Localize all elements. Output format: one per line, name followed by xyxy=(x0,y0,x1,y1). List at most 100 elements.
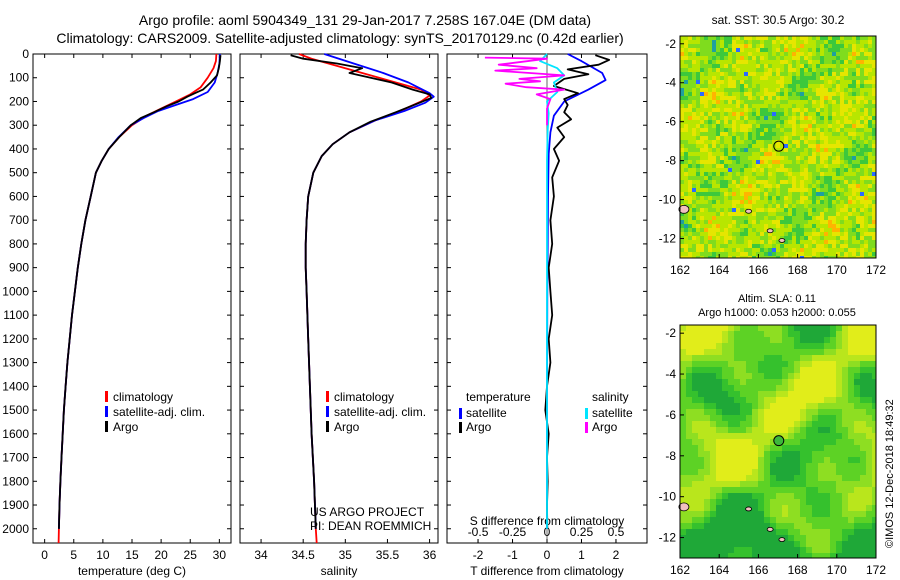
map-cell xyxy=(800,463,806,469)
map-cell xyxy=(752,433,758,439)
map-cell xyxy=(800,469,806,475)
map-cell xyxy=(816,76,820,80)
map-cell xyxy=(752,228,756,232)
map-cell xyxy=(772,160,776,164)
map-cell xyxy=(752,529,758,535)
map-cell xyxy=(796,104,800,108)
map-cell xyxy=(816,40,820,44)
map-cell xyxy=(746,403,752,409)
map-cell xyxy=(752,252,756,256)
y-tick-label: 0 xyxy=(22,47,29,61)
map-cell xyxy=(800,96,804,100)
map-cell xyxy=(784,56,788,60)
map-cell xyxy=(716,76,720,80)
map-cell xyxy=(780,88,784,92)
map-cell xyxy=(708,124,712,128)
map-cell xyxy=(824,148,828,152)
map-cell xyxy=(708,140,712,144)
map-cell xyxy=(700,84,704,88)
map-cell xyxy=(794,439,800,445)
map-cell xyxy=(722,499,728,505)
map-cell xyxy=(788,517,794,523)
map-cell xyxy=(736,56,740,60)
map-cell xyxy=(728,481,734,487)
map-cell xyxy=(722,451,728,457)
map-cell xyxy=(704,48,708,52)
map-cell xyxy=(776,52,780,56)
map-cell xyxy=(788,325,794,331)
map-cell xyxy=(736,236,740,240)
map-cell xyxy=(704,403,710,409)
map-cell xyxy=(700,160,704,164)
map-cell xyxy=(728,457,734,463)
map-cell xyxy=(852,36,856,40)
map-cell xyxy=(734,391,740,397)
map-cell xyxy=(842,433,848,439)
map-cell xyxy=(782,433,788,439)
map-cell xyxy=(860,499,866,505)
map-cell xyxy=(716,52,720,56)
map-cell xyxy=(764,325,770,331)
map-cell xyxy=(728,204,732,208)
map-cell xyxy=(782,505,788,511)
map-cell xyxy=(828,200,832,204)
map-cell xyxy=(752,457,758,463)
map-cell xyxy=(854,463,860,469)
map-cell xyxy=(764,343,770,349)
map-cell xyxy=(744,252,748,256)
map-cell xyxy=(856,132,860,136)
map-cell xyxy=(836,80,840,84)
map-cell xyxy=(698,367,704,373)
map-cell xyxy=(680,112,684,116)
map-cell xyxy=(820,132,824,136)
map-cell xyxy=(872,232,876,236)
map-cell xyxy=(740,252,744,256)
map-cell xyxy=(698,511,704,517)
map-cell xyxy=(854,343,860,349)
map-cell xyxy=(788,40,792,44)
map-cell xyxy=(736,172,740,176)
map-cell xyxy=(700,76,704,80)
map-cell xyxy=(808,108,812,112)
map-cell xyxy=(816,152,820,156)
map-cell xyxy=(800,120,804,124)
map-cell xyxy=(704,44,708,48)
map-cell xyxy=(740,331,746,337)
map-cell xyxy=(686,409,692,415)
map-cell xyxy=(764,92,768,96)
map-cell xyxy=(818,523,824,529)
map-cell xyxy=(836,469,842,475)
map-cell xyxy=(830,391,836,397)
map-cell xyxy=(828,124,832,128)
map-cell xyxy=(776,451,782,457)
map-cell xyxy=(684,144,688,148)
map-cell xyxy=(760,80,764,84)
map-cell xyxy=(696,80,700,84)
map-cell xyxy=(772,188,776,192)
map-cell xyxy=(782,367,788,373)
map-cell xyxy=(680,499,686,505)
map-cell xyxy=(836,337,842,343)
map-cell xyxy=(792,256,796,258)
map-cell xyxy=(756,108,760,112)
map-cell xyxy=(680,228,684,232)
map-cell xyxy=(728,196,732,200)
map-cell xyxy=(740,256,744,258)
map-cell xyxy=(688,216,692,220)
map-cell xyxy=(836,517,842,523)
y-tick-label: 1700 xyxy=(2,451,29,465)
map-cell xyxy=(828,240,832,244)
map-cell xyxy=(760,56,764,60)
map-cell xyxy=(744,48,748,52)
map-cell xyxy=(824,172,828,176)
map-cell xyxy=(776,415,782,421)
map-cell xyxy=(752,379,758,385)
map-cell xyxy=(818,373,824,379)
map-cell xyxy=(770,481,776,487)
map-cell xyxy=(840,52,844,56)
map-cell xyxy=(736,40,740,44)
map-cell xyxy=(776,511,782,517)
map-cell xyxy=(700,152,704,156)
map-cell xyxy=(848,248,852,252)
map-cell xyxy=(842,445,848,451)
